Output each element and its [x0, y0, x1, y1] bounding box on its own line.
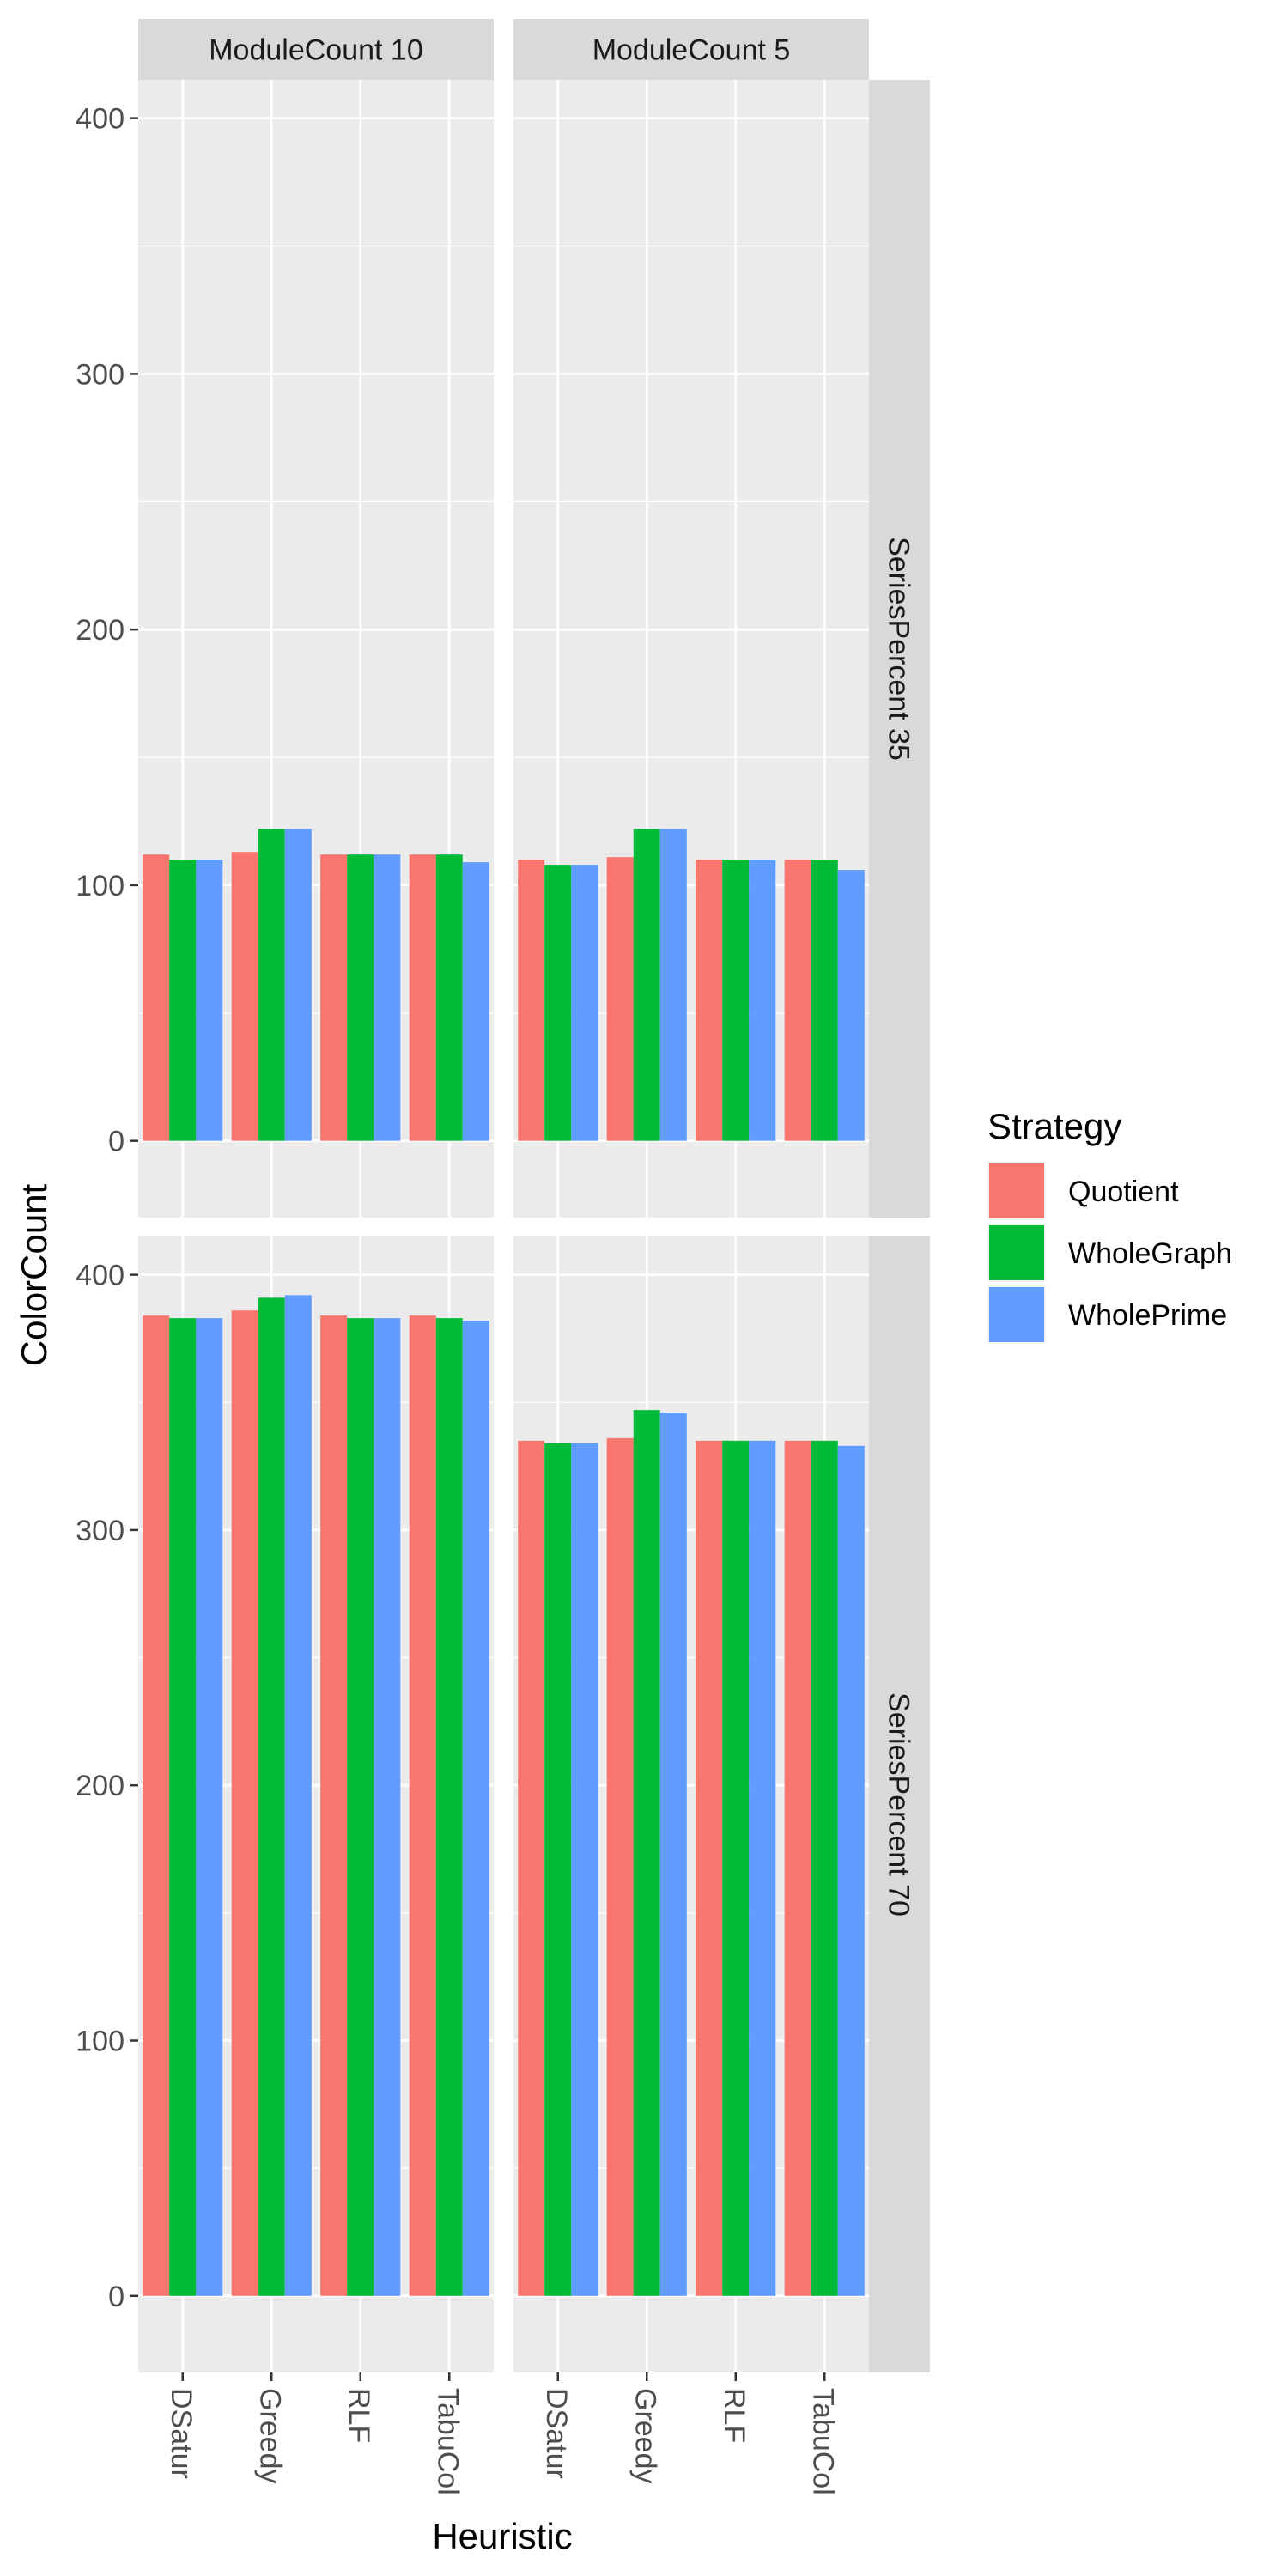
- bar: [258, 829, 285, 1141]
- bar: [347, 854, 374, 1141]
- bar: [196, 860, 223, 1141]
- bar: [571, 1443, 598, 2296]
- bar: [409, 1315, 436, 2296]
- bar: [784, 1440, 811, 2296]
- panel: [138, 80, 494, 1218]
- panel: [513, 1236, 869, 2372]
- bar: [749, 1440, 776, 2296]
- bar: [811, 1440, 838, 2296]
- bar: [749, 860, 776, 1141]
- bar: [518, 1440, 545, 2296]
- bar: [320, 854, 348, 1141]
- row-strip-label: SeriesPercent 70: [883, 1692, 915, 1917]
- y-tick-label: 200: [76, 614, 125, 647]
- y-tick-label: 100: [76, 2026, 125, 2058]
- bar: [837, 870, 865, 1141]
- x-tick-label: Greedy: [253, 2388, 286, 2484]
- bar: [284, 1295, 312, 2296]
- y-tick-label: 400: [76, 103, 125, 136]
- bar: [284, 829, 312, 1141]
- x-tick-label: TabuCol: [806, 2388, 839, 2495]
- bar: [258, 1297, 285, 2296]
- bar: [143, 854, 170, 1141]
- bar: [462, 1321, 489, 2296]
- bar: [169, 860, 197, 1141]
- y-axis-title: ColorCount: [14, 1183, 54, 1366]
- y-tick-label: 100: [76, 870, 125, 902]
- legend: Strategy Quotient WholeGraph WholePrime: [987, 1106, 1232, 1344]
- bar: [696, 860, 723, 1141]
- bar: [544, 1443, 572, 2296]
- bar: [837, 1445, 865, 2296]
- y-tick-label: 300: [76, 358, 125, 391]
- axes-layer: 0 100 200 300 400 0 100 200 300 400 DSatur Greedy RL…: [76, 103, 839, 2495]
- bar: [169, 1318, 197, 2296]
- bar: [659, 1413, 687, 2296]
- x-tick-label: DSatur: [165, 2388, 197, 2479]
- y-tick-label: 400: [76, 1260, 125, 1292]
- y-tick-label: 300: [76, 1515, 125, 1547]
- bar: [347, 1318, 374, 2296]
- legend-keys: Quotient WholeGraph WholePrime: [987, 1162, 1232, 1344]
- bar: [544, 865, 572, 1141]
- bar: [320, 1315, 348, 2296]
- y-tick-label: 0: [108, 2281, 125, 2313]
- legend-swatch: [989, 1225, 1044, 1280]
- legend-label: WholeGraph: [1068, 1237, 1232, 1270]
- bar: [606, 857, 634, 1141]
- x-tick-label: Greedy: [629, 2388, 661, 2484]
- strips-layer: ModuleCount 10 ModuleCount 5 SeriesPercent…: [138, 19, 930, 2372]
- bar: [374, 854, 401, 1141]
- bar: [722, 1440, 750, 2296]
- bar: [811, 860, 838, 1141]
- bar: [518, 860, 545, 1141]
- legend-label: Quotient: [1068, 1176, 1179, 1208]
- bar: [435, 1318, 463, 2296]
- column-strip-label: ModuleCount 5: [592, 34, 791, 67]
- bar: [722, 860, 750, 1141]
- x-tick-label: RLF: [718, 2388, 750, 2443]
- bar: [633, 1410, 660, 2296]
- bar: [571, 865, 598, 1141]
- bar: [409, 854, 436, 1141]
- x-tick-label: RLF: [343, 2388, 375, 2443]
- row-strip: [869, 1236, 930, 2372]
- bar: [374, 1318, 401, 2296]
- bar: [606, 1437, 634, 2296]
- column-strip-label: ModuleCount 10: [209, 34, 423, 67]
- bar: [659, 829, 687, 1141]
- bar: [462, 862, 489, 1141]
- x-tick-label: TabuCol: [431, 2388, 464, 2495]
- bar: [696, 1440, 723, 2296]
- column-strip: [138, 19, 494, 80]
- legend-swatch: [989, 1287, 1044, 1342]
- bar: [231, 852, 258, 1141]
- bar: [196, 1318, 223, 2296]
- legend-swatch: [989, 1163, 1044, 1218]
- panel: [138, 1236, 494, 2372]
- x-axis-title: Heuristic: [432, 2516, 572, 2556]
- bar: [633, 829, 660, 1141]
- bar: [435, 854, 463, 1141]
- bar: [231, 1310, 258, 2296]
- column-strip: [513, 19, 869, 80]
- y-tick-label: 0: [108, 1126, 125, 1158]
- y-tick-label: 200: [76, 1770, 125, 1802]
- legend-label: WholePrime: [1068, 1299, 1227, 1332]
- panels-layer: [138, 80, 869, 2372]
- bar: [784, 860, 811, 1141]
- legend-title: Strategy: [987, 1106, 1121, 1146]
- x-tick-label: DSatur: [540, 2388, 573, 2479]
- panel: [513, 80, 869, 1218]
- row-strip: [869, 80, 930, 1218]
- row-strip-label: SeriesPercent 35: [883, 537, 915, 761]
- bar: [143, 1315, 170, 2296]
